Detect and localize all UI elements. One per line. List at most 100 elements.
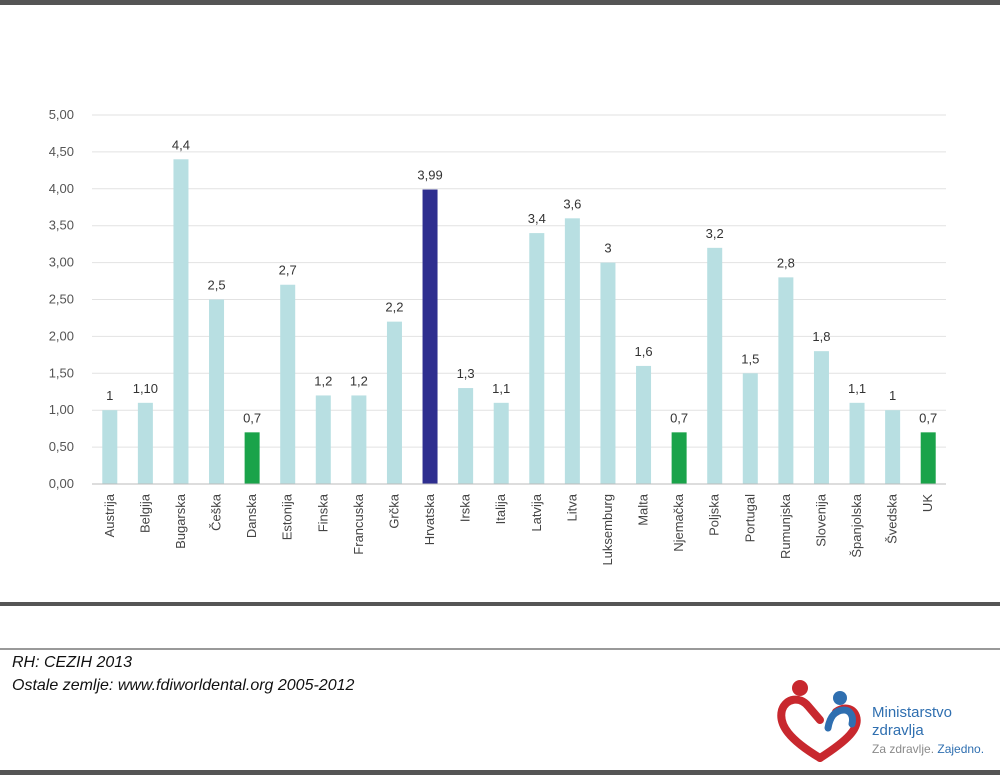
bar-9 bbox=[422, 189, 438, 484]
y-tick-label: 1,00 bbox=[49, 402, 74, 417]
x-tick-label: Portugal bbox=[742, 494, 757, 543]
y-tick-label: 4,00 bbox=[49, 181, 74, 196]
y-tick-label: 5,00 bbox=[49, 107, 74, 122]
x-tick-label: Estonija bbox=[280, 493, 295, 540]
x-tick-label: Poljska bbox=[707, 493, 722, 536]
bar-13 bbox=[564, 218, 580, 484]
y-tick-label: 0,50 bbox=[49, 439, 74, 454]
bar-5 bbox=[280, 284, 296, 484]
logo-tagline-part1: Za zdravlje. bbox=[872, 742, 938, 756]
bars bbox=[102, 159, 936, 484]
bar-8 bbox=[386, 321, 402, 484]
ministry-logo: Ministarstvo zdravlja Za zdravlje. Zajed… bbox=[770, 670, 998, 770]
logo-line-2: zdravlja bbox=[872, 722, 924, 739]
gridlines bbox=[92, 114, 946, 448]
x-tick-label: Austrija bbox=[102, 493, 117, 537]
logo-line-1: Ministarstvo bbox=[872, 704, 953, 721]
bar-16 bbox=[671, 432, 687, 484]
x-tick-label: Grčka bbox=[386, 493, 401, 528]
data-label: 1,8 bbox=[812, 329, 830, 344]
data-label: 0,7 bbox=[243, 410, 261, 425]
bar-6 bbox=[315, 395, 331, 484]
data-label: 2,8 bbox=[777, 255, 795, 270]
data-label: 3,6 bbox=[563, 196, 581, 211]
source-line-1: RH: CEZIH 2013 bbox=[12, 654, 133, 671]
data-label: 2,2 bbox=[385, 300, 403, 315]
x-tick-label: Hrvatska bbox=[422, 493, 437, 545]
data-label: 1,2 bbox=[350, 373, 368, 388]
bar-3 bbox=[209, 299, 225, 484]
y-tick-label: 3,00 bbox=[49, 255, 74, 270]
data-label: 1,3 bbox=[457, 366, 475, 381]
x-tick-label: Švedska bbox=[885, 493, 900, 544]
x-tick-label: Španjolska bbox=[849, 493, 864, 557]
x-tick-label: Francuska bbox=[351, 493, 366, 554]
bar-2 bbox=[173, 159, 189, 484]
data-label: 1,6 bbox=[635, 344, 653, 359]
bar-21 bbox=[849, 402, 865, 484]
bar-10 bbox=[458, 388, 474, 484]
bar-chart: 0,00 0,50 1,00 1,50 2,00 2,50 3,00 3,50 4,00 4,50… bbox=[49, 107, 946, 566]
source-line-2: Ostale zemlje: www.fdiworldental.org 200… bbox=[12, 677, 355, 694]
x-tick-label: Latvija bbox=[529, 493, 544, 531]
data-label: 3,4 bbox=[528, 211, 546, 226]
heart-logo-icon bbox=[777, 680, 861, 762]
bar-23 bbox=[920, 432, 936, 484]
x-tick-label: Irska bbox=[458, 493, 473, 522]
bar-17 bbox=[707, 247, 723, 484]
bar-15 bbox=[636, 365, 652, 484]
x-tick-label: Litva bbox=[564, 493, 579, 521]
data-label: 1,10 bbox=[133, 381, 158, 396]
data-label: 1,2 bbox=[314, 373, 332, 388]
x-tick-label: Belgija bbox=[137, 493, 152, 533]
bar-20 bbox=[813, 351, 829, 484]
bar-19 bbox=[778, 277, 794, 484]
bar-4 bbox=[244, 432, 260, 484]
x-tick-label: Malta bbox=[636, 493, 651, 526]
chart-bottom-border bbox=[0, 602, 1000, 606]
x-tick-label: Danska bbox=[244, 493, 259, 538]
data-label: 2,5 bbox=[208, 278, 226, 293]
data-label: 1,1 bbox=[492, 381, 510, 396]
x-tick-label: Bugarska bbox=[173, 493, 188, 549]
data-label: 4,4 bbox=[172, 137, 190, 152]
bar-22 bbox=[885, 410, 901, 484]
bar-14 bbox=[600, 262, 616, 484]
x-axis-ticks: Austrija Belgija Bugarska Češka Danska Estoni… bbox=[102, 493, 935, 565]
y-axis-ticks: 0,00 0,50 1,00 1,50 2,00 2,50 3,00 3,50 4,00 4,50… bbox=[49, 107, 74, 491]
data-label: 3 bbox=[604, 241, 611, 256]
x-tick-label: Češka bbox=[209, 493, 224, 531]
bottom-border bbox=[0, 770, 1000, 775]
bar-7 bbox=[351, 395, 367, 484]
x-tick-label: Rumunjska bbox=[778, 493, 793, 559]
data-label: 3,2 bbox=[706, 226, 724, 241]
data-label: 1 bbox=[889, 388, 896, 403]
x-tick-label: Finska bbox=[315, 493, 330, 532]
y-tick-label: 1,50 bbox=[49, 365, 74, 380]
data-label: 1,5 bbox=[741, 351, 759, 366]
data-label: 1,1 bbox=[848, 381, 866, 396]
x-tick-label: Njemačka bbox=[671, 493, 686, 552]
x-tick-label: UK bbox=[920, 494, 935, 512]
footer-divider bbox=[0, 648, 1000, 650]
logo-tagline-part2: Zajedno. bbox=[937, 742, 985, 756]
bar-11 bbox=[493, 402, 509, 484]
data-labels: 1 1,10 4,4 2,5 0,7 2,7 1,2 1,2 2,2 3,99 1,3 1,1 3,4 3… bbox=[106, 137, 937, 425]
y-tick-label: 2,00 bbox=[49, 328, 74, 343]
x-tick-label: Italija bbox=[493, 493, 508, 524]
data-label: 2,7 bbox=[279, 263, 297, 278]
y-tick-label: 4,50 bbox=[49, 144, 74, 159]
data-label: 3,99 bbox=[417, 168, 442, 183]
x-tick-label: Slovenija bbox=[813, 493, 828, 547]
data-label: 0,7 bbox=[919, 410, 937, 425]
logo-tagline: Za zdravlje. Zajedno. bbox=[872, 742, 984, 756]
y-tick-label: 0,00 bbox=[49, 476, 74, 491]
data-label: 1 bbox=[106, 388, 113, 403]
x-tick-label: Luksemburg bbox=[600, 494, 615, 566]
bar-18 bbox=[742, 373, 758, 484]
top-border bbox=[0, 0, 1000, 5]
bar-0 bbox=[102, 410, 118, 484]
bar-12 bbox=[529, 233, 545, 484]
data-label: 0,7 bbox=[670, 410, 688, 425]
bar-1 bbox=[137, 402, 153, 484]
